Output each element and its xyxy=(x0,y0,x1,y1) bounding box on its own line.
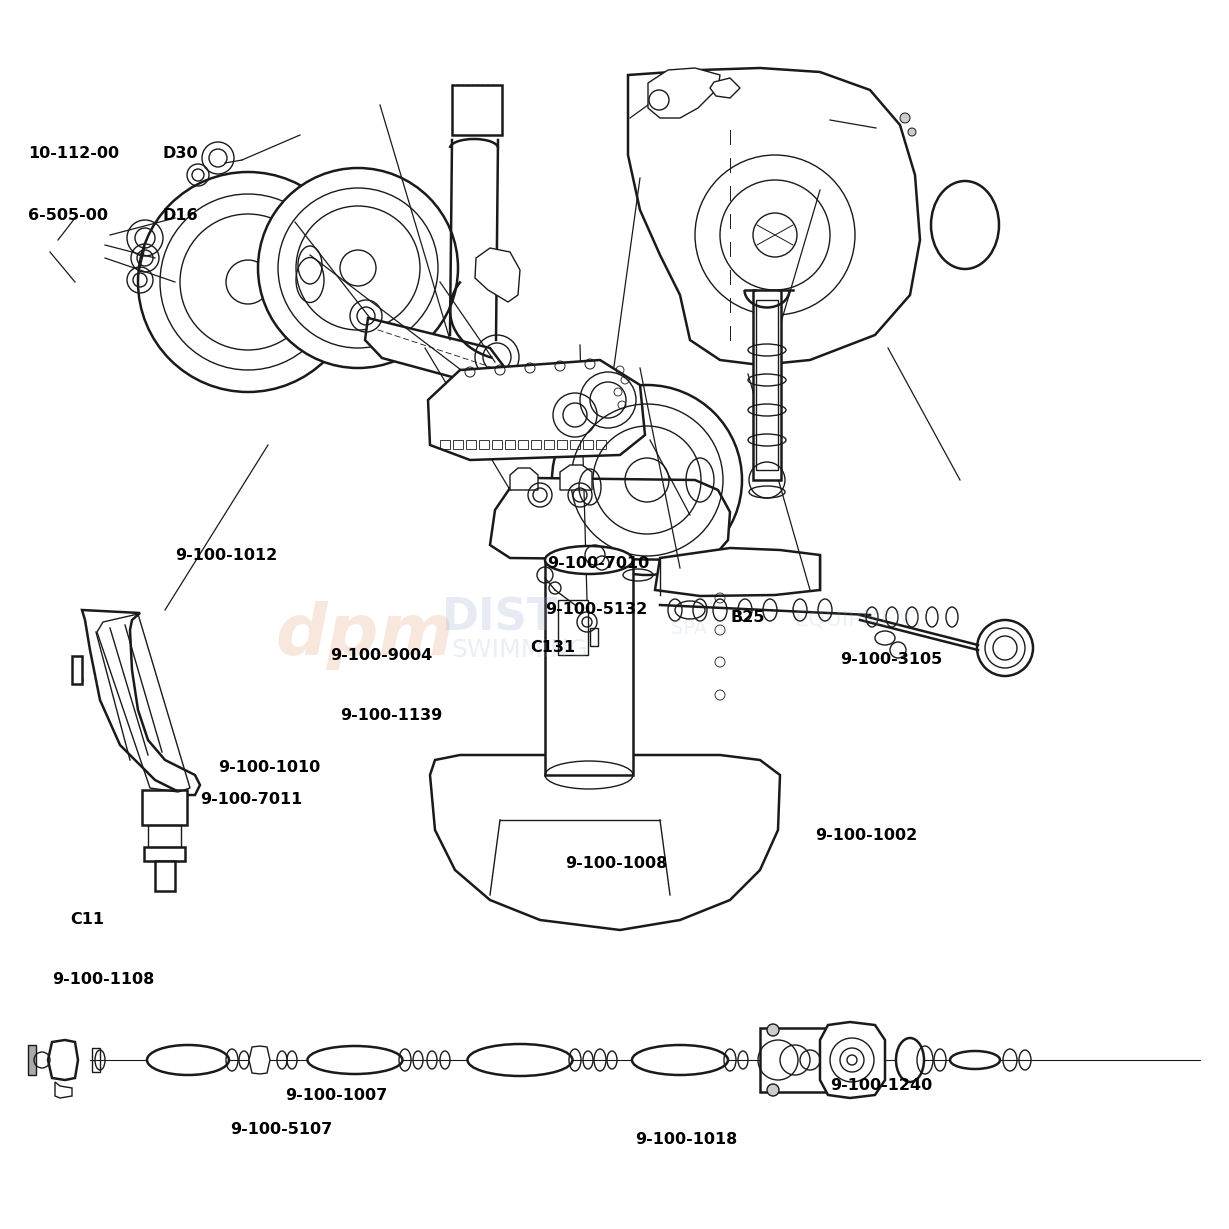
Bar xyxy=(28,1045,36,1075)
Polygon shape xyxy=(48,1040,77,1080)
Bar xyxy=(557,440,567,449)
Polygon shape xyxy=(82,610,200,795)
Circle shape xyxy=(977,619,1034,676)
Ellipse shape xyxy=(896,1039,924,1082)
Text: 9-100-1010: 9-100-1010 xyxy=(218,761,321,775)
Polygon shape xyxy=(430,755,780,930)
Circle shape xyxy=(767,1024,779,1036)
Bar xyxy=(753,290,780,481)
Bar xyxy=(147,825,181,847)
Bar xyxy=(144,847,186,862)
Polygon shape xyxy=(365,318,505,390)
Polygon shape xyxy=(820,1023,885,1097)
Text: 6-505-00: 6-505-00 xyxy=(28,208,108,222)
Text: dpm: dpm xyxy=(275,601,455,670)
Bar xyxy=(517,440,528,449)
Text: DIST: DIST xyxy=(442,596,558,639)
Bar xyxy=(505,440,515,449)
Bar xyxy=(531,440,541,449)
Text: B25: B25 xyxy=(730,610,764,624)
Bar xyxy=(544,440,554,449)
Polygon shape xyxy=(655,548,820,596)
Polygon shape xyxy=(560,465,592,490)
Circle shape xyxy=(900,113,909,123)
Text: 9-100-1012: 9-100-1012 xyxy=(175,547,278,563)
Polygon shape xyxy=(628,68,921,365)
Polygon shape xyxy=(55,1082,73,1097)
Polygon shape xyxy=(474,248,520,302)
Text: 9-100-1018: 9-100-1018 xyxy=(635,1132,737,1148)
Ellipse shape xyxy=(932,181,999,269)
Text: 9-100-1108: 9-100-1108 xyxy=(52,972,155,987)
Ellipse shape xyxy=(544,546,633,574)
Text: C131: C131 xyxy=(530,640,575,655)
Text: 9-100-1240: 9-100-1240 xyxy=(830,1078,933,1093)
Text: EQUIPMENT: EQUIPMENT xyxy=(794,610,925,630)
Text: 9-100-1139: 9-100-1139 xyxy=(340,708,442,723)
Polygon shape xyxy=(490,478,730,560)
Bar xyxy=(479,440,489,449)
Bar xyxy=(596,440,606,449)
Bar xyxy=(92,1048,100,1072)
Circle shape xyxy=(258,168,458,367)
Bar xyxy=(466,440,476,449)
Polygon shape xyxy=(710,77,740,98)
Bar xyxy=(155,862,175,891)
Polygon shape xyxy=(648,68,720,118)
Text: C11: C11 xyxy=(70,912,104,928)
Bar xyxy=(73,656,82,685)
Text: 9-100-7010: 9-100-7010 xyxy=(547,556,649,570)
Text: 9-100-3105: 9-100-3105 xyxy=(839,653,943,667)
Circle shape xyxy=(908,128,916,136)
Text: 9-100-1008: 9-100-1008 xyxy=(565,855,667,870)
Bar xyxy=(492,440,501,449)
Bar xyxy=(570,440,580,449)
Bar xyxy=(756,300,778,469)
Polygon shape xyxy=(510,468,538,490)
Polygon shape xyxy=(428,360,645,460)
Ellipse shape xyxy=(632,1045,728,1075)
Circle shape xyxy=(552,385,742,575)
Text: 9-100-1002: 9-100-1002 xyxy=(815,827,917,843)
Bar xyxy=(558,600,587,655)
Text: 10-112-00: 10-112-00 xyxy=(28,145,119,161)
Ellipse shape xyxy=(467,1043,573,1077)
Bar xyxy=(544,560,633,775)
Ellipse shape xyxy=(147,1045,229,1075)
Text: 9-100-1007: 9-100-1007 xyxy=(285,1088,387,1102)
Bar xyxy=(452,85,501,135)
Bar xyxy=(143,790,187,825)
Ellipse shape xyxy=(307,1046,403,1074)
Polygon shape xyxy=(249,1046,270,1074)
Text: 9-100-7011: 9-100-7011 xyxy=(200,793,302,807)
Bar xyxy=(760,1027,828,1093)
Text: SPA &: SPA & xyxy=(671,618,729,638)
Bar xyxy=(440,440,450,449)
Bar xyxy=(583,440,594,449)
Text: 9-100-9004: 9-100-9004 xyxy=(331,648,433,662)
Circle shape xyxy=(767,1084,779,1096)
Ellipse shape xyxy=(950,1051,1000,1069)
Text: 9-100-5107: 9-100-5107 xyxy=(230,1122,332,1138)
Text: SWIMMING: SWIMMING xyxy=(451,638,589,662)
Text: D16: D16 xyxy=(163,208,199,222)
Text: D30: D30 xyxy=(163,145,199,161)
Bar xyxy=(454,440,463,449)
Circle shape xyxy=(138,172,358,392)
Bar xyxy=(590,628,599,646)
Text: 9-100-5132: 9-100-5132 xyxy=(544,602,648,617)
